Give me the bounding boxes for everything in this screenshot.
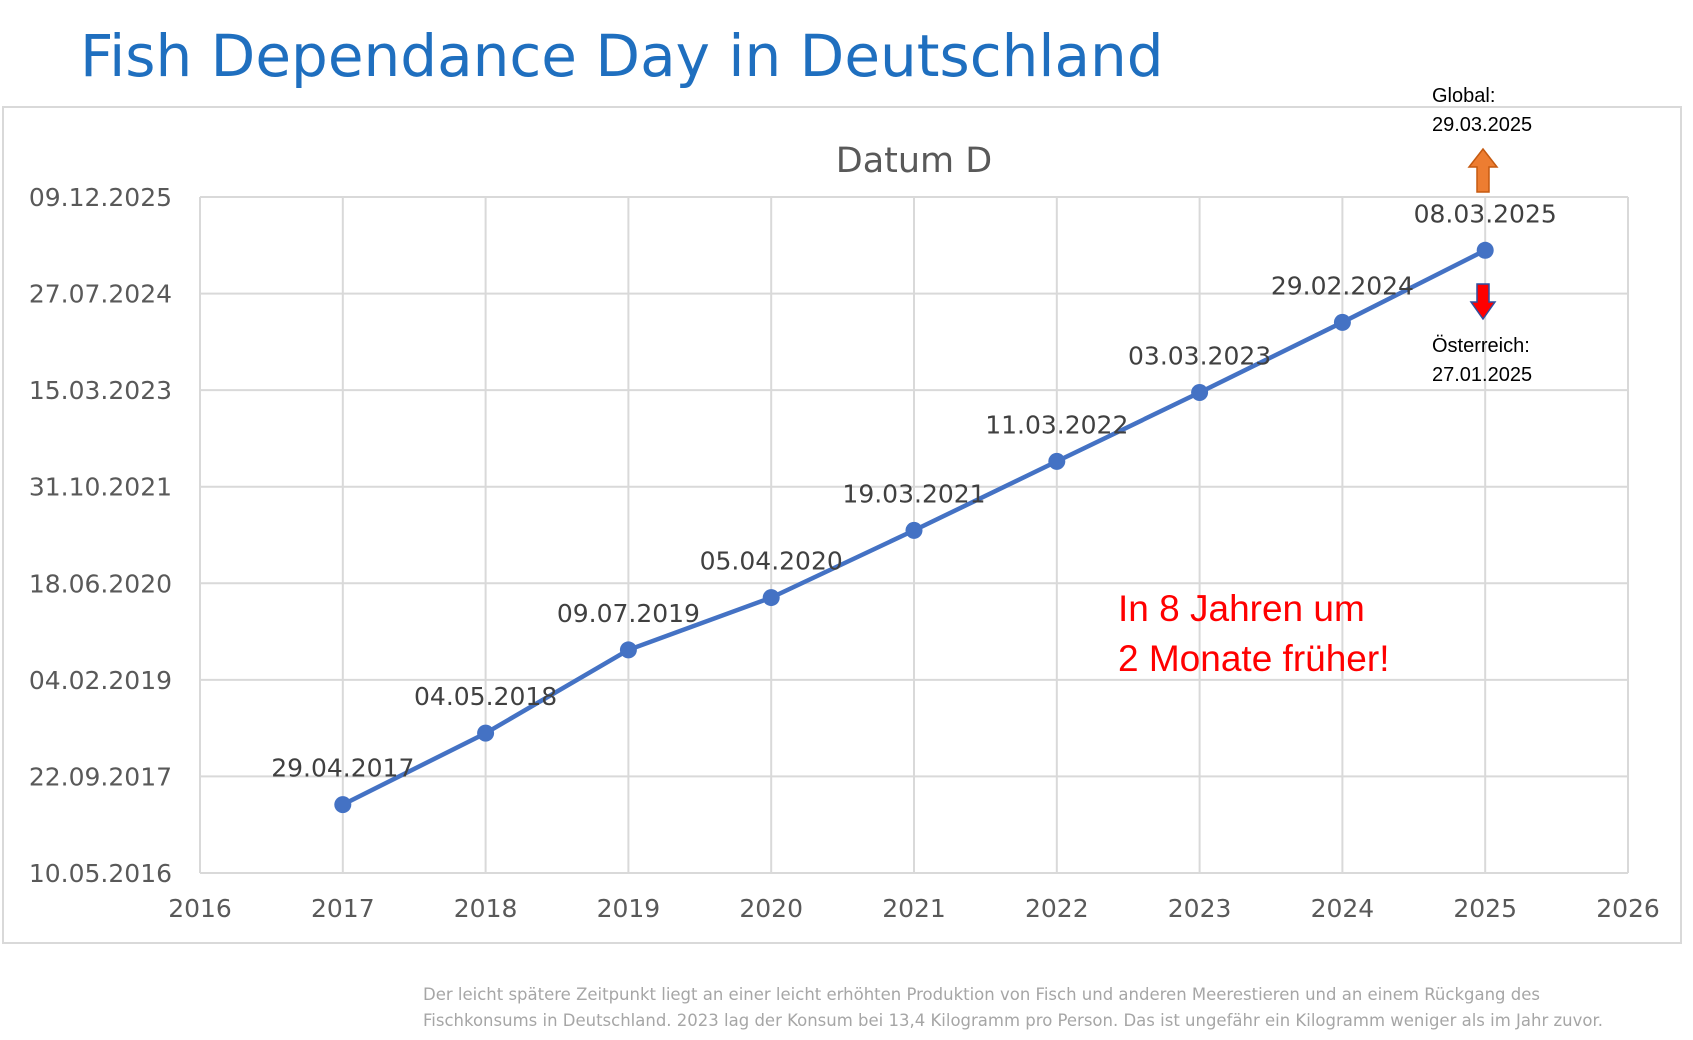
x-tick-label: 2021: [882, 894, 946, 923]
y-tick-label: 15.03.2023: [29, 376, 172, 405]
data-label: 11.03.2022: [985, 410, 1128, 439]
data-point: [905, 521, 923, 539]
x-tick-label: 2026: [1596, 894, 1660, 923]
footnote: Der leicht spätere Zeitpunkt liegt an ei…: [423, 982, 1688, 1034]
highlight-text-line-2: 2 Monate früher!: [1118, 638, 1389, 679]
chart-frame: [2, 106, 1682, 944]
data-point: [762, 589, 780, 607]
data-label: 29.04.2017: [271, 754, 414, 783]
y-tick-label: 04.02.2019: [29, 666, 172, 695]
arrow-up-icon: [1467, 147, 1499, 193]
data-point: [1048, 452, 1066, 470]
data-point: [1333, 313, 1351, 331]
y-tick-label: 10.05.2016: [29, 859, 172, 888]
global-label: Global:: [1432, 85, 1495, 107]
data-label: 04.05.2018: [414, 682, 557, 711]
x-tick-label: 2019: [597, 894, 661, 923]
footnote-line-2: Fischkonsums in Deutschland. 2023 lag de…: [423, 1011, 1603, 1030]
y-tick-label: 31.10.2021: [29, 473, 172, 502]
y-tick-label: 22.09.2017: [29, 762, 172, 791]
data-label: 03.03.2023: [1128, 341, 1271, 370]
y-tick-label: 09.12.2025: [29, 183, 172, 212]
data-point: [334, 796, 352, 814]
austria-date: 27.01.2025: [1432, 364, 1532, 386]
y-tick-label: 18.06.2020: [29, 569, 172, 598]
x-tick-label: 2023: [1168, 894, 1232, 923]
x-tick-label: 2025: [1453, 894, 1517, 923]
x-tick-label: 2020: [739, 894, 803, 923]
data-point: [619, 641, 637, 659]
data-point: [1476, 241, 1494, 259]
footnote-line-1: Der leicht spätere Zeitpunkt liegt an ei…: [423, 985, 1540, 1004]
y-tick-label: 27.07.2024: [29, 280, 172, 309]
x-tick-label: 2024: [1311, 894, 1375, 923]
highlight-text-line-1: In 8 Jahren um: [1118, 588, 1365, 629]
arrow-down-icon: [1469, 283, 1497, 321]
data-label: 19.03.2021: [842, 479, 985, 508]
x-tick-label: 2018: [454, 894, 518, 923]
x-tick-label: 2022: [1025, 894, 1089, 923]
data-label: 09.07.2019: [557, 599, 700, 628]
data-label: 08.03.2025: [1414, 199, 1557, 228]
global-date: 29.03.2025: [1432, 114, 1532, 136]
x-tick-label: 2016: [168, 894, 232, 923]
page-title: Fish Dependance Day in Deutschland: [80, 22, 1164, 90]
x-tick-label: 2017: [311, 894, 375, 923]
austria-label: Österreich:: [1432, 335, 1530, 357]
data-point: [477, 724, 495, 742]
data-point: [1191, 383, 1209, 401]
chart-title: Datum D: [836, 141, 992, 181]
data-label: 29.02.2024: [1271, 271, 1414, 300]
data-label: 05.04.2020: [700, 547, 843, 576]
